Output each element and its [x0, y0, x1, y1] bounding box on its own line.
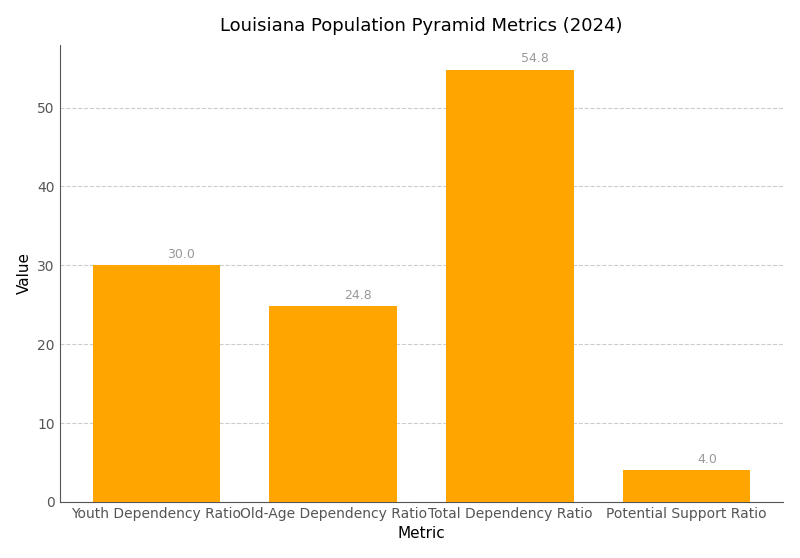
Bar: [270, 306, 397, 502]
Text: 54.8: 54.8: [521, 52, 549, 65]
Bar: [93, 266, 220, 502]
X-axis label: Metric: Metric: [398, 526, 446, 541]
Bar: [623, 470, 750, 502]
Text: 4.0: 4.0: [698, 453, 718, 465]
Y-axis label: Value: Value: [17, 252, 32, 294]
Title: Louisiana Population Pyramid Metrics (2024): Louisiana Population Pyramid Metrics (20…: [220, 17, 622, 35]
Text: 24.8: 24.8: [344, 288, 371, 302]
Text: 30.0: 30.0: [167, 248, 194, 261]
Bar: [446, 70, 574, 502]
